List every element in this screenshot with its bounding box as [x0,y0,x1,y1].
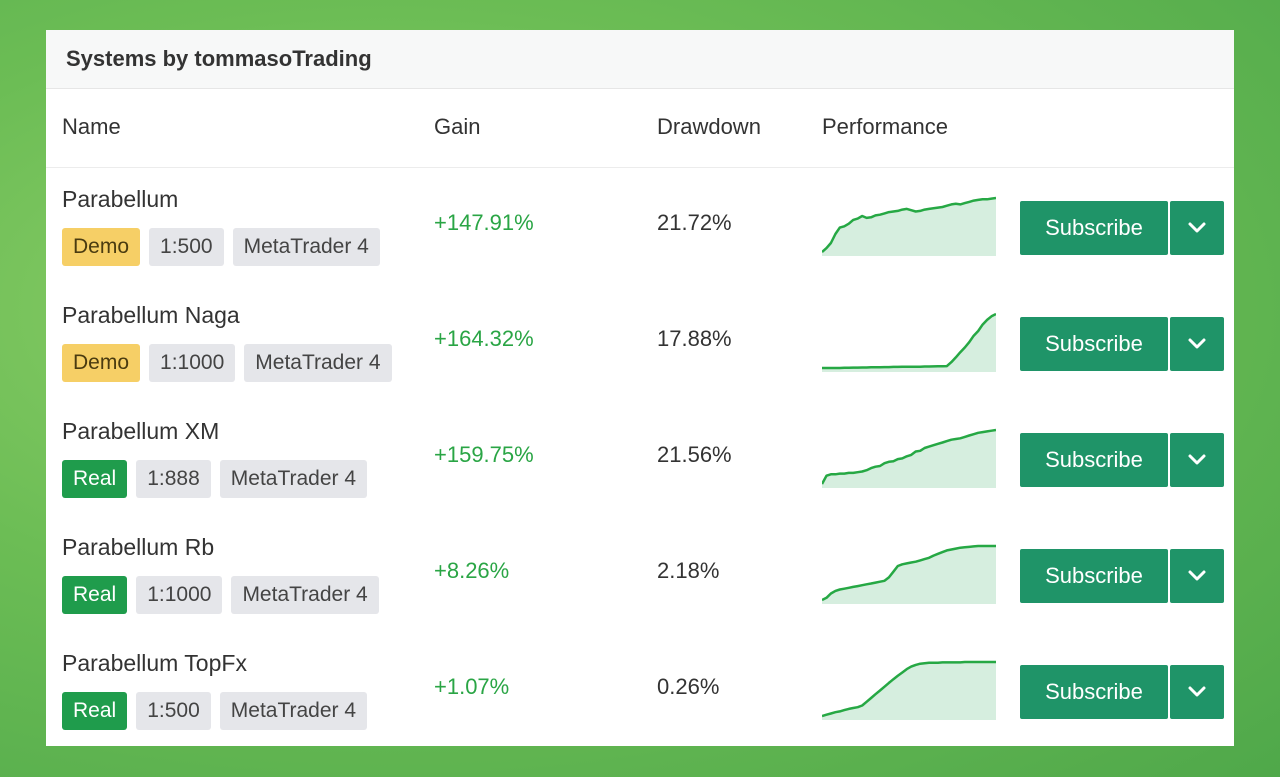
sparkline-area [822,546,996,604]
sparkline-area [822,314,996,372]
account-type-badge: Real [62,576,128,614]
account-type-badge: Real [62,692,128,730]
systems-table-body: Parabellum Demo 1:500 MetaTrader 4 +147.… [46,168,1234,748]
platform-badge: MetaTrader 4 [231,576,379,614]
sparkline-area [822,198,996,256]
system-name-link[interactable]: Parabellum XM [62,418,220,444]
performance-sparkline [822,196,996,256]
platform-badge: MetaTrader 4 [219,692,368,730]
gain-value: +1.07% [434,674,510,699]
sparkline-line [822,428,996,485]
system-name-link[interactable]: Parabellum TopFx [62,650,247,676]
gain-value: +8.26% [434,558,510,583]
system-name-link[interactable]: Parabellum Rb [62,534,215,560]
subscribe-options-dropdown[interactable] [1170,433,1224,487]
system-name-link[interactable]: Parabellum Naga [62,302,240,328]
subscribe-options-dropdown[interactable] [1170,317,1224,371]
platform-badge: MetaTrader 4 [244,344,392,382]
subscribe-options-dropdown[interactable] [1170,549,1224,603]
drawdown-value: 17.88% [657,326,732,351]
drawdown-value: 21.72% [657,210,732,235]
table-row: Parabellum Rb Real 1:1000 MetaTrader 4 +… [46,516,1234,632]
leverage-badge: 1:500 [149,228,224,266]
performance-sparkline [822,312,996,372]
table-row: Parabellum TopFx Real 1:500 MetaTrader 4… [46,632,1234,748]
drawdown-value: 0.26% [657,674,720,699]
column-header-drawdown: Drawdown [657,114,761,139]
performance-sparkline [822,428,996,488]
performance-sparkline [822,660,996,720]
drawdown-value: 21.56% [657,442,732,467]
sparkline-line [822,312,996,370]
gain-value: +164.32% [434,326,534,351]
account-type-badge: Demo [62,344,141,382]
sparkline-line [822,660,996,718]
table-header: Name Gain Drawdown Performance [46,89,1234,168]
account-type-badge: Demo [62,228,141,266]
sparkline-line [822,544,996,602]
leverage-badge: 1:888 [136,460,211,498]
subscribe-button[interactable]: Subscribe [1020,665,1168,719]
chevron-down-icon [1188,686,1206,697]
platform-badge: MetaTrader 4 [232,228,380,266]
column-header-name: Name [62,114,121,139]
leverage-badge: 1:500 [136,692,211,730]
subscribe-button[interactable]: Subscribe [1020,549,1168,603]
chevron-down-icon [1188,570,1206,581]
leverage-badge: 1:1000 [136,576,223,614]
column-header-performance: Performance [822,114,948,139]
gain-value: +159.75% [434,442,534,467]
gain-value: +147.91% [434,210,534,235]
table-row: Parabellum XM Real 1:888 MetaTrader 4 +1… [46,400,1234,516]
drawdown-value: 2.18% [657,558,720,583]
table-row: Parabellum Naga Demo 1:1000 MetaTrader 4… [46,284,1234,400]
leverage-badge: 1:1000 [149,344,236,382]
column-header-gain: Gain [434,114,481,139]
sparkline-area [822,430,996,488]
subscribe-options-dropdown[interactable] [1170,201,1224,255]
chevron-down-icon [1188,338,1206,349]
platform-badge: MetaTrader 4 [219,460,368,498]
chevron-down-icon [1188,222,1206,233]
subscribe-button[interactable]: Subscribe [1020,433,1168,487]
subscribe-button[interactable]: Subscribe [1020,317,1168,371]
sparkline-area [822,662,996,720]
chevron-down-icon [1188,454,1206,465]
systems-panel: Systems by tommasoTrading Name Gain Draw… [46,30,1234,746]
sparkline-line [822,196,996,253]
subscribe-button[interactable]: Subscribe [1020,201,1168,255]
panel-title: Systems by tommasoTrading [46,30,1234,89]
performance-sparkline [822,544,996,604]
account-type-badge: Real [62,460,128,498]
table-row: Parabellum Demo 1:500 MetaTrader 4 +147.… [46,168,1234,284]
subscribe-options-dropdown[interactable] [1170,665,1224,719]
system-name-link[interactable]: Parabellum [62,186,179,212]
